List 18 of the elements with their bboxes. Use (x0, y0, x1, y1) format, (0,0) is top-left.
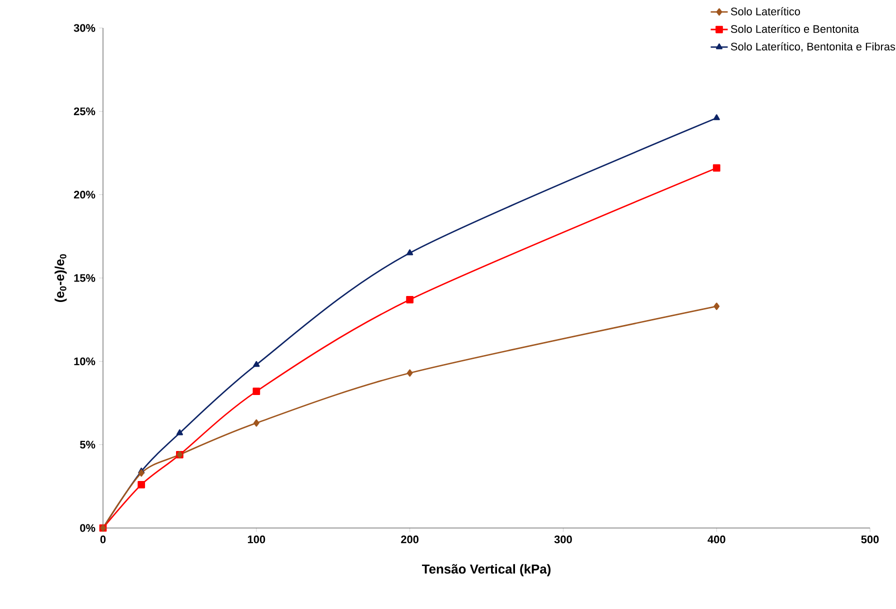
y-axis-title: (e$_{0}$-e)/e$_{0}$ (54, 254, 67, 302)
x-tick-label: 0 (100, 536, 106, 544)
y-tick-label: 20% (74, 190, 96, 199)
y-tick-label: 30% (74, 24, 96, 32)
legend-label: Solo Laterítico e Bentonita (730, 24, 859, 33)
y-tick-label: 15% (74, 274, 96, 282)
x-tick-label: 300 (554, 536, 572, 544)
x-tick-label: 200 (401, 536, 418, 544)
y-tick-label: 25% (74, 107, 96, 116)
y-tick-label: 10% (74, 357, 96, 366)
x-axis-title: Tensão Vertical (kPa) (422, 564, 551, 576)
y-tick-label: 0% (80, 524, 96, 532)
legend-label: Solo Laterítico (730, 7, 800, 16)
x-tick-label: 500 (861, 536, 879, 544)
legend-label: Solo Laterítico, Bentonita e Fibras (730, 42, 896, 52)
x-tick-label: 100 (248, 536, 266, 544)
x-tick-label: 400 (708, 536, 726, 544)
y-tick-label: 5% (80, 440, 96, 449)
